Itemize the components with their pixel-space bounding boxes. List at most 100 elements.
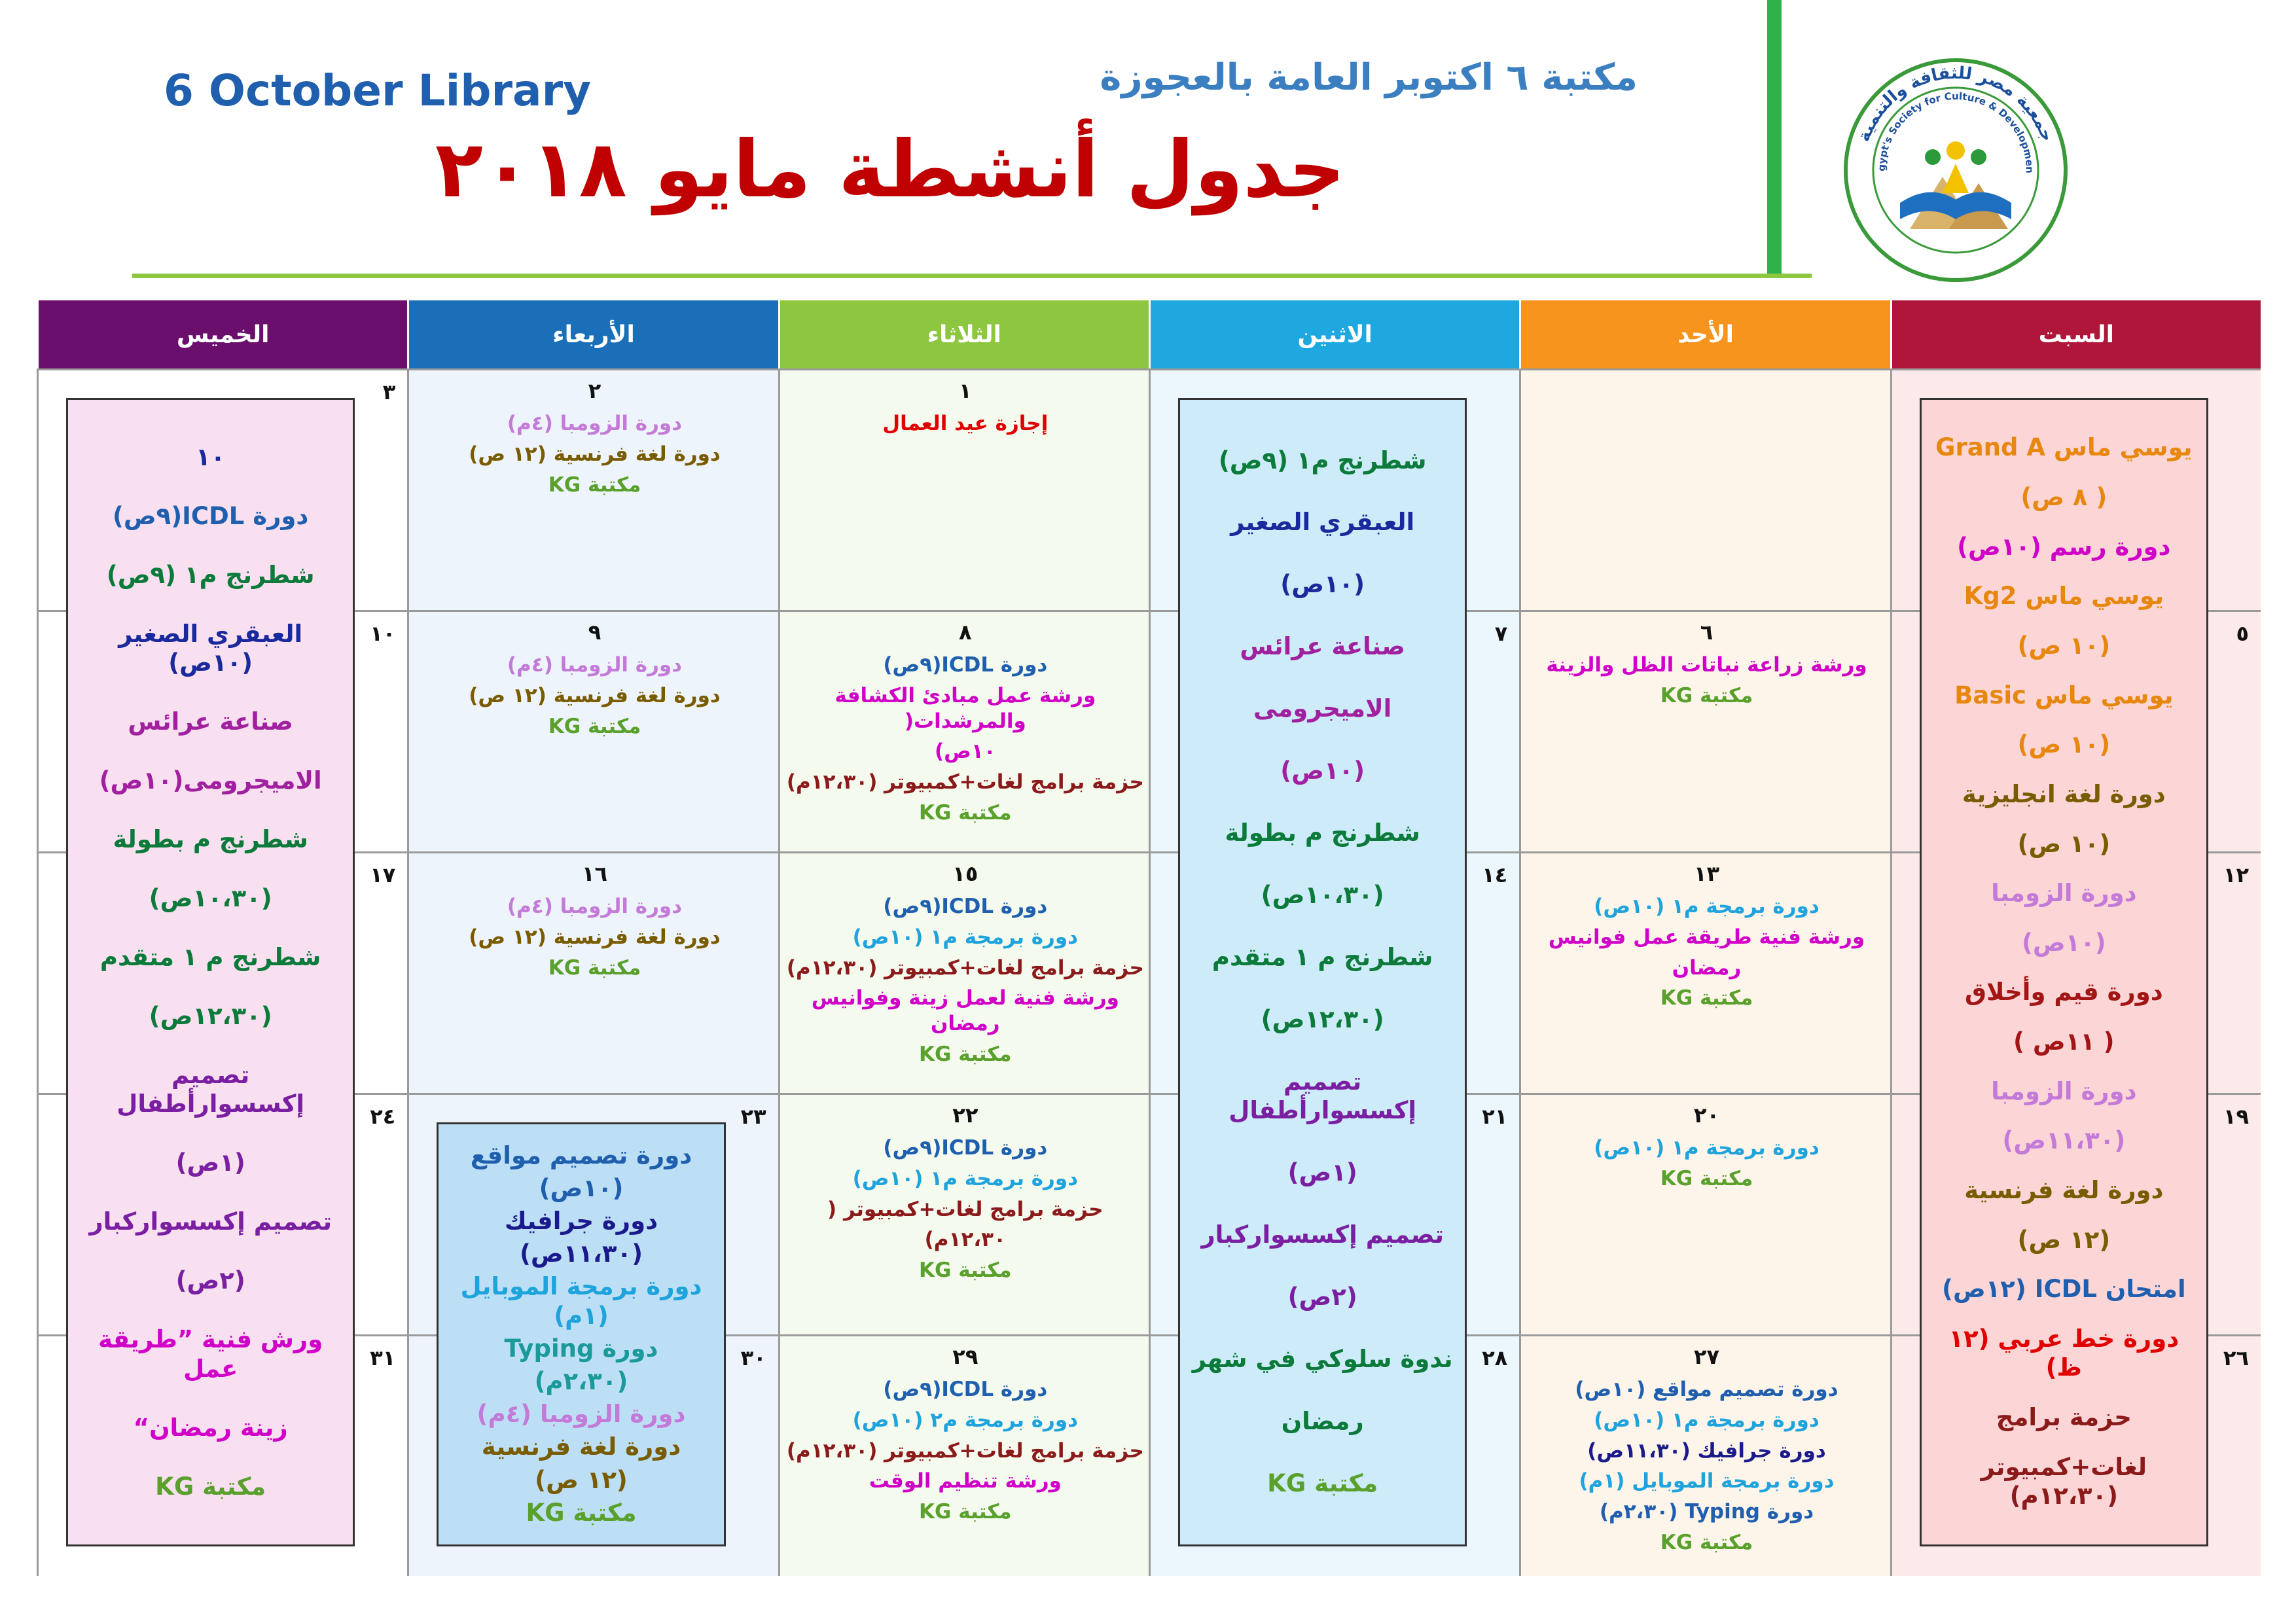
date-number: ٢٨ [1482,1346,1508,1370]
activity: دورة برمجة م١ (١٠ص) [1594,1408,1820,1432]
activity: صناعة عرائس [128,707,293,736]
activity: دورة برمجة م١ (١٠ص) [852,1166,1079,1190]
day-cell: ٢ دورة الزومبا (٤م) دورة لغة فرنسية (١٢ ص)… [407,368,778,610]
activity: دورة ICDL(٩ص) [883,1136,1048,1160]
day-cell: ٢٧ دورة تصميم مواقع (١٠ص) دورة برمجة م١ (١… [1519,1334,1890,1576]
activity-list: دورة الزومبا (٤م) دورة لغة فرنسية (١٢ ص) م… [409,370,780,612]
activity: (١٢،٣٠ص) [1261,1005,1384,1033]
day-cell: ١ إجازة عيد العمال [778,368,1149,610]
activity: شطرنج م١ (٩ص) [1218,446,1427,474]
activity-box: دورة تصميم مواقع (١٠ص) دورة جرافيك (١١،٣٠ص)… [437,1122,726,1546]
activity: مكتبة KG [1660,1166,1753,1190]
day-header: الخميس [37,300,408,368]
activity: دورة برمجة م١ (١٠ص) [852,925,1079,949]
activity: دورة برمجة الموبايل (١م) [460,1272,702,1330]
activity: (١٠ص) [1280,570,1365,599]
date-number: ٢ [588,378,601,403]
activity: امتحان ICDL (١٢ص) [1942,1275,2186,1304]
date-number: ١٤ [1482,863,1508,887]
activity: دورة قيم وأخلاق [1964,978,2163,1007]
day-cell: ١٦ دورة الزومبا (٤م) دورة لغة فرنسية (١٢ ص… [407,851,778,1093]
activity-list: دورة ICDL(٩ص) دورة برمجة م١ (١٠ص) حزمة برا… [780,1095,1151,1336]
activity: ورشة تنظيم الوقت [869,1469,1062,1493]
activity: (١٠،٣٠ص) [1261,881,1384,910]
logo-figure [1946,141,1965,160]
activity: مكتبة KG [548,473,641,497]
activity: شطرنج م ١ متقدم [1211,943,1433,972]
logo-figure [1925,149,1941,165]
activity: دورة ICDL(٩ص) [112,501,309,530]
day-cell [1519,368,1890,610]
date-number: ٢٣ [740,1104,766,1129]
day-header: الأربعاء [407,300,778,368]
date-number: ١٠ [370,621,396,646]
library-name-ar: مكتبة ٦ اكتوبر العامة بالعجوزة [1100,56,1638,99]
schedule-table: السبت الأحد الاثنين الثلاثاء الأربعاء الخميس ١… [37,300,2261,1576]
logo-figure [1971,149,1986,165]
day-header: الثلاثاء [778,300,1149,368]
activity: دورة لغة انجليزية [1962,779,2166,808]
activity: ١٠ [196,442,226,471]
activity: دورة ICDL(٩ص) [883,653,1048,677]
activity: ( ٨ ص) [2020,482,2108,511]
date-number: ٣ [382,380,396,404]
activity: دورة الزومبا (٤م) [476,1400,686,1429]
activity: دورة الزومبا (٤م) [507,653,683,677]
activity: دورة تصميم مواقع [470,1141,692,1169]
activity: صناعة عرائس [1240,632,1405,661]
activity: العبقري الصغير [1230,508,1415,537]
activity: مكتبة KG [526,1498,637,1527]
activity-list: دورة تصميم مواقع (١٠ص) دورة برمجة م١ (١٠ص… [1521,1336,1892,1578]
day-cell: ٦ ورشة زراعة نباتات الظل والزينة مكتبة KG [1519,610,1890,851]
activity: حزمة برامج لغات+كمبيوتر (١٢،٣٠م) [786,955,1144,980]
activity-list: ورشة زراعة نباتات الظل والزينة مكتبة KG [1521,612,1892,853]
activity: شطرنج م ١ متقدم [99,943,321,971]
activity-list: دورة برمجة م١ (١٠ص) مكتبة KG [1521,1095,1892,1336]
day-cell: ٢٢ دورة ICDL(٩ص) دورة برمجة م١ (١٠ص) حزمة ب… [778,1093,1149,1334]
activity: دورة ICDL(٩ص) [883,895,1048,918]
date-number: ٢٦ [2223,1346,2249,1370]
activity: زينة رمضان“ [133,1413,288,1442]
activity: (١ص) [175,1149,245,1177]
date-number: ١٢ [2223,863,2249,887]
activity: ورشة زراعة نباتات الظل والزينة [1546,653,1867,677]
activity: مكتبة KG [919,1258,1012,1282]
activity: دورة برمجة م١ (١٠ص) [1594,895,1820,918]
activity: (٢ص) [1287,1283,1357,1311]
activity: يوسي ماس Kg2 [1964,582,2164,611]
day-header: السبت [1890,300,2261,368]
activity: (١٠ ص) [2017,829,2111,858]
activity: دورة برمجة الموبايل (١م) [1579,1469,1835,1493]
day-cell: ٩ دورة الزومبا (٤م) دورة لغة فرنسية (١٢ ص)… [407,610,778,851]
activity: دورة برمجة م١ (١٠ص) [1594,1136,1820,1160]
activity: الاميجرومى [1253,694,1392,723]
date-number: ٢١ [1482,1104,1508,1129]
activity: دورة لغة فرنسية (١٢ ص) [469,683,721,707]
activity: شطرنج م بطولة [1225,819,1420,847]
activity: دورة رسم (١٠ص) [1957,532,2171,561]
date-number: ٥ [2236,621,2249,646]
activity: دورة لغة فرنسية [481,1433,681,1461]
date-number: ١ [959,378,972,403]
activity: (١٠ ص) [2017,631,2111,660]
activity-list: دورة برمجة م١ (١٠ص) ورشة فنية طريقة عمل ف… [1521,853,1892,1095]
activity: ورشة عمل مبادئ الكشافة والمرشدات( [834,683,1096,733]
activity: (١١،٣٠ص) [2002,1126,2126,1155]
activity: تصميم إكسسواركبار [89,1207,332,1236]
date-number: ١٥ [952,861,978,886]
date-number: ١٩ [2223,1104,2249,1129]
date-number: ٢٧ [1693,1344,1720,1369]
activity-list: دورة ICDL(٩ص) دورة برمجة م٢ (١٠ص) حزمة برا… [780,1336,1151,1578]
activity: ( ١١ص ) [2013,1027,2115,1056]
activity: دورة الزومبا (٤م) [507,412,683,435]
day-header: الأحد [1519,300,1890,368]
activity: مكتبة KG [548,714,641,738]
activity: مكتبة KG [1267,1469,1378,1497]
activity: ١٢،٣٠م) [924,1228,1006,1252]
activity: شطرنج م١ (٩ص) [106,560,315,589]
logo: جمعية مصر للثقافة والتنمية Egypt's Socie… [1838,52,2068,282]
page-title: جدول أنشطة مايو ٢٠١٨ [435,124,1346,215]
activity: (١٠ص) [539,1173,624,1202]
day-header: الاثنين [1149,300,1520,368]
activity: دورة لغة فرنسية [1964,1176,2164,1205]
